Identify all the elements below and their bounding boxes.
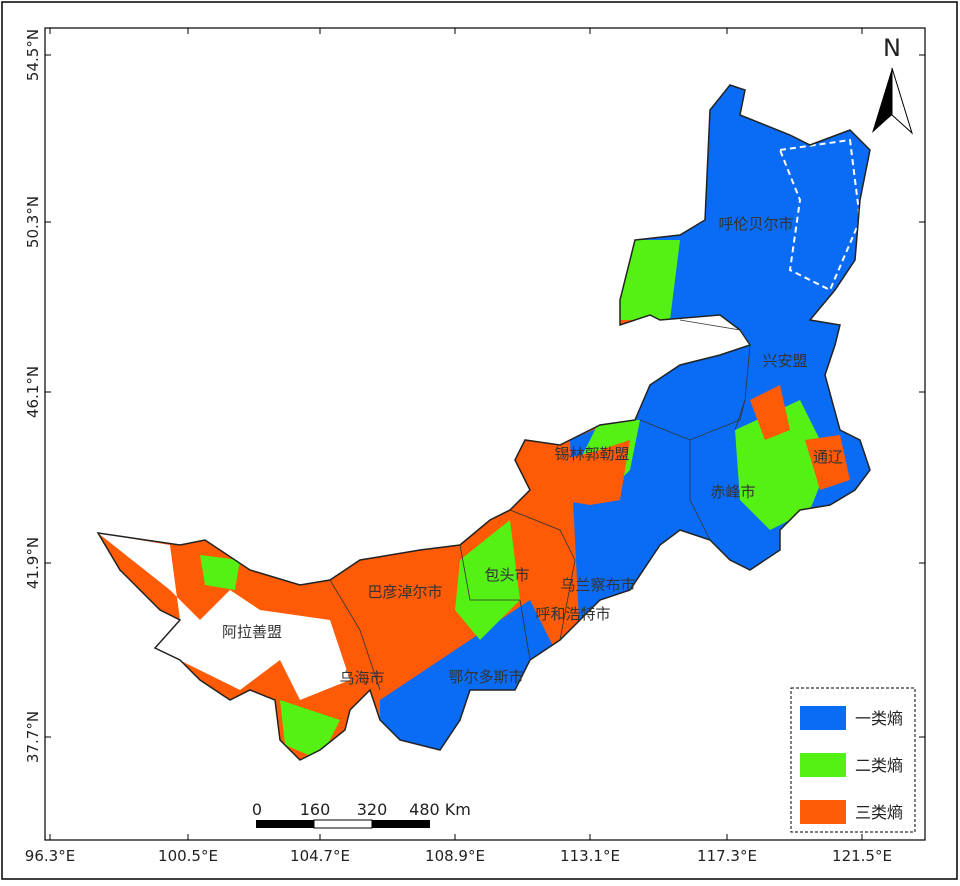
scale-label: 160 xyxy=(300,800,331,819)
x-tick-label: 100.5°E xyxy=(158,847,218,865)
entropy-surface xyxy=(98,85,870,760)
north-arrow-left xyxy=(872,68,892,133)
y-tick-label: 54.5°N xyxy=(24,29,42,81)
scale-segment xyxy=(256,820,314,828)
legend-label: 二类熵 xyxy=(855,756,903,775)
x-tick-label: 96.3°E xyxy=(25,847,75,865)
boundary xyxy=(329,579,381,691)
class1-area xyxy=(380,640,520,760)
legend-swatch xyxy=(800,706,846,730)
province-outline xyxy=(96,84,871,761)
region-label: 鄂尔多斯市 xyxy=(448,668,523,686)
region-label: 呼和浩特市 xyxy=(535,605,610,623)
class3-area xyxy=(560,440,630,505)
region-label: 兴安盟 xyxy=(762,352,807,370)
x-tick-label: 104.7°E xyxy=(290,847,350,865)
class2-area xyxy=(200,555,240,590)
x-tick-label: 108.9°E xyxy=(425,847,485,865)
boundary xyxy=(459,544,531,661)
no-data-area xyxy=(98,533,350,700)
legend-swatch xyxy=(800,800,846,824)
north-label: N xyxy=(883,34,901,62)
y-tick-label: 41.9°N xyxy=(24,537,42,589)
class1-area xyxy=(778,138,862,292)
class2-area xyxy=(455,520,520,640)
legend-label: 一类熵 xyxy=(855,709,903,728)
class3-area xyxy=(750,385,790,440)
y-tick-label: 46.1°N xyxy=(24,366,42,418)
class3-area xyxy=(805,435,850,490)
boundary xyxy=(639,399,746,441)
x-tick-label: 113.1°E xyxy=(560,847,620,865)
class2-area xyxy=(620,240,680,320)
legend-label: 三类熵 xyxy=(855,803,903,822)
region-label: 乌兰察布市 xyxy=(560,576,635,594)
north-arrow-right xyxy=(891,67,914,135)
map-frame xyxy=(44,27,926,841)
boundary xyxy=(689,440,711,541)
x-tick-label: 121.5°E xyxy=(832,847,892,865)
legend-swatch xyxy=(800,753,846,777)
x-tick-label: 117.3°E xyxy=(697,847,757,865)
y-tick-label: 37.7°N xyxy=(24,711,42,763)
y-tick-label: 50.3°N xyxy=(24,196,42,248)
region-label: 乌海市 xyxy=(339,669,384,687)
scale-segment xyxy=(313,819,373,829)
region-label: 呼伦贝尔市 xyxy=(718,215,793,233)
scale-label: 480 Km xyxy=(409,800,471,819)
scale-segment xyxy=(372,820,430,828)
region-label: 巴彦淖尔市 xyxy=(367,583,442,601)
region-label: 赤峰市 xyxy=(710,483,755,501)
class2-area xyxy=(735,400,830,530)
scale-bar xyxy=(256,819,430,829)
boundary xyxy=(679,319,751,431)
scale-label: 0 xyxy=(252,800,262,819)
region-label: 阿拉善盟 xyxy=(222,623,282,641)
boundary xyxy=(509,509,576,641)
region-label: 通辽 xyxy=(813,448,843,466)
class2-area xyxy=(280,700,340,760)
region-label: 包头市 xyxy=(484,566,529,584)
city-boundaries xyxy=(329,319,751,691)
north-arrow: N xyxy=(872,34,914,135)
region-label: 锡林郭勒盟 xyxy=(554,445,629,463)
scale-label: 320 xyxy=(357,800,388,819)
